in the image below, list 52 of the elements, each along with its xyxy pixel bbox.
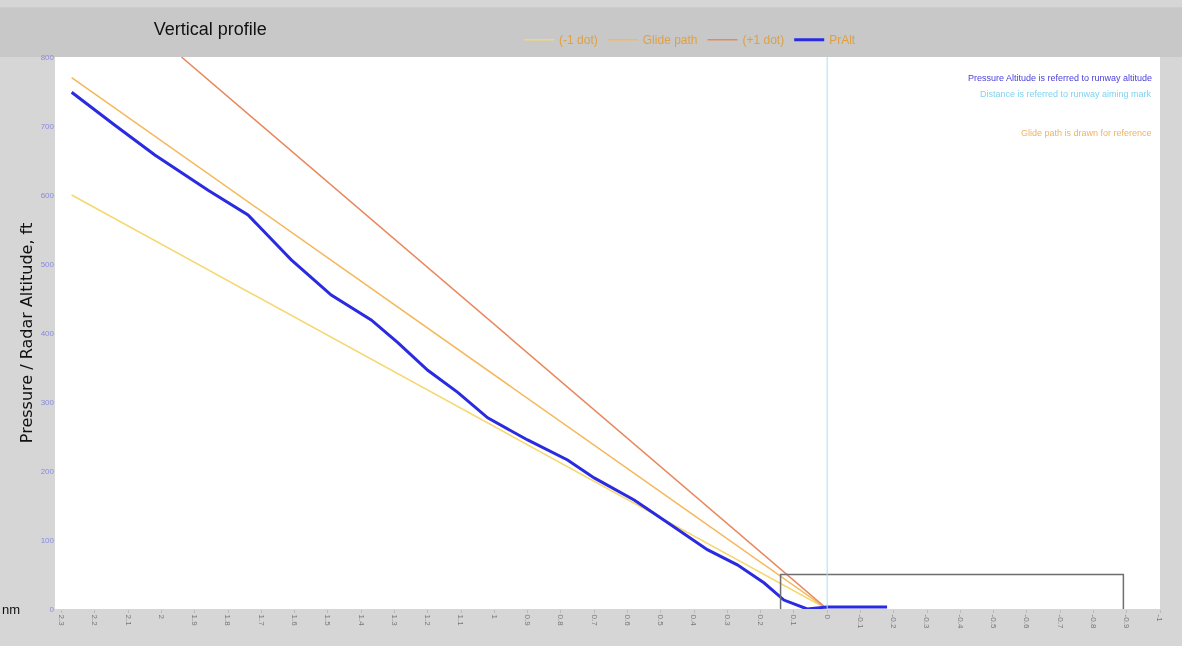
x-tick-label: -0.7	[1055, 614, 1065, 629]
x-tick-label: 1.2	[423, 614, 433, 627]
y-axis-title: Pressure / Radar Altitude, ft	[16, 222, 36, 444]
x-tick-label: 1.5	[323, 614, 333, 627]
annotation: Distance is referred to runway aiming mark	[980, 89, 1152, 99]
x-tick-label: 0.8	[556, 614, 566, 627]
x-tick-label: 1.3	[389, 614, 399, 627]
y-tick-label: 100	[40, 535, 55, 545]
x-tick-label: 0.1	[789, 614, 799, 627]
x-tick-label: 0.5	[656, 614, 666, 627]
x-tick-label: 1.4	[356, 614, 366, 627]
x-tick-label: 1.9	[190, 614, 200, 627]
x-tick-label: 0.4	[689, 614, 699, 627]
legend-label: Glide path	[642, 33, 698, 48]
x-tick-label: 0.3	[722, 614, 732, 627]
y-tick-label: 400	[40, 328, 55, 338]
x-tick-label: 2.2	[90, 614, 100, 627]
x-tick-label: 1	[489, 614, 499, 620]
x-tick-label: 1.7	[256, 614, 266, 627]
x-tick-label: 0.9	[523, 614, 533, 627]
x-tick-label: 0	[822, 614, 832, 620]
annotation: Glide path is drawn for reference	[1021, 128, 1152, 138]
x-tick-label: 1.6	[290, 614, 300, 627]
x-tick-label: -0.1	[855, 614, 865, 629]
x-tick-label: -0.4	[955, 614, 965, 629]
y-tick-label: 800	[40, 52, 55, 62]
y-tick-label: 600	[40, 190, 55, 200]
legend-label: (-1 dot)	[559, 33, 598, 48]
chart-title: Vertical profile	[153, 19, 267, 40]
x-tick-label: -0.2	[889, 614, 899, 629]
x-tick-label: -0.5	[988, 614, 998, 629]
y-tick-label: 500	[40, 259, 55, 269]
x-tick-label: -1	[1155, 614, 1165, 623]
x-tick-label: 0.6	[622, 614, 632, 627]
x-tick-label: 2.3	[57, 614, 67, 627]
x-axis-title: nm	[2, 602, 21, 617]
x-tick-label: 2.1	[123, 614, 133, 627]
x-tick-label: -0.3	[922, 614, 932, 629]
x-tick-label: 0.7	[589, 614, 599, 627]
annotation: Pressure Altitude is referred to runway altitude	[968, 73, 1153, 83]
x-tick-label: 2	[156, 614, 166, 620]
y-tick-label: 200	[40, 466, 55, 476]
x-tick-label: -0.8	[1088, 614, 1098, 629]
legend-label: PrAlt	[829, 33, 856, 48]
x-tick-label: -0.9	[1122, 614, 1132, 629]
x-tick-label: 1.8	[223, 614, 233, 627]
x-tick-label: -0.6	[1022, 614, 1032, 629]
y-tick-label: 300	[40, 397, 55, 407]
x-tick-label: 1.1	[456, 614, 466, 627]
y-tick-label: 700	[40, 121, 55, 131]
legend-label: (+1 dot)	[742, 33, 785, 48]
x-tick-label: 0.2	[756, 614, 765, 627]
